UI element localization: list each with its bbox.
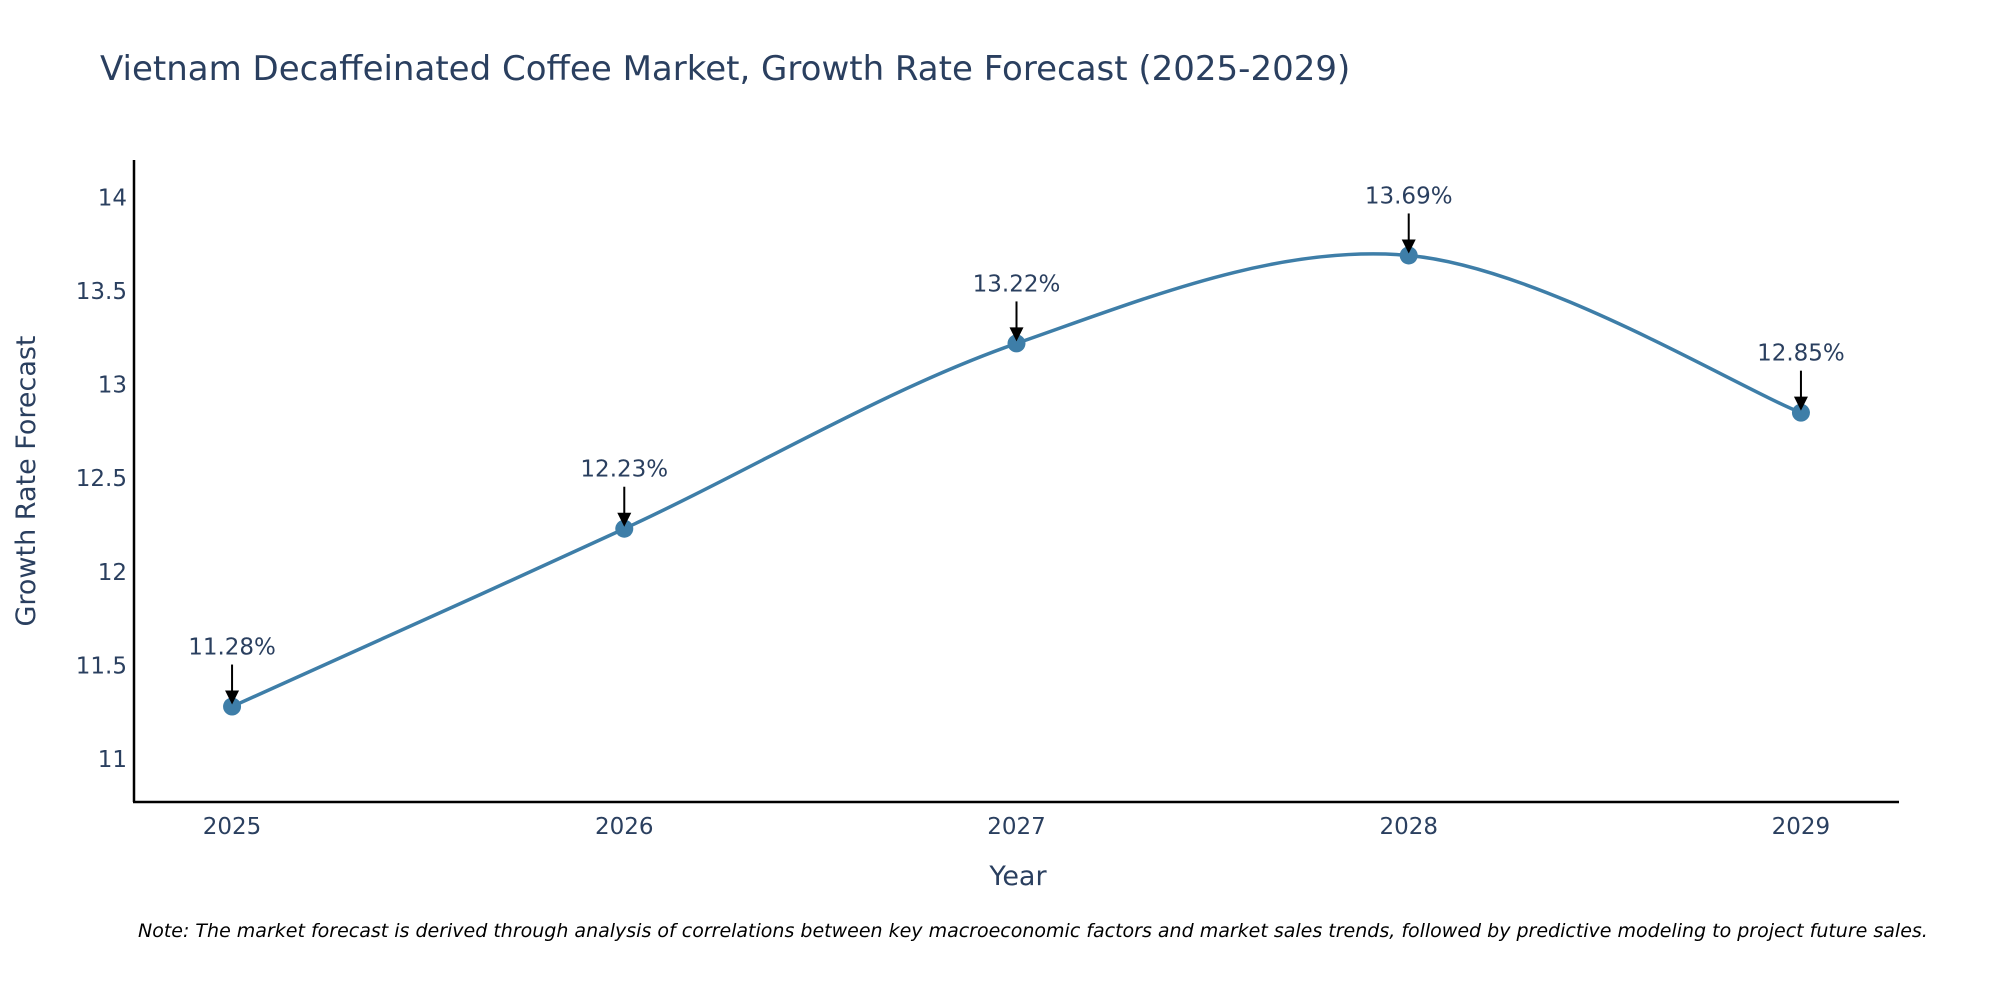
annotation-arrow-head (617, 512, 632, 527)
x-tick-label: 2028 (1379, 814, 1438, 840)
y-tick-label: 12.5 (76, 466, 127, 492)
annotation-arrow-head (1401, 239, 1416, 254)
annotation-arrow-head (225, 690, 240, 705)
y-tick-label: 12 (98, 560, 127, 586)
x-tick-label: 2025 (203, 814, 262, 840)
y-tick-label: 13 (98, 373, 127, 399)
data-label: 11.28% (188, 635, 276, 661)
y-axis-title: Growth Rate Forecast (11, 335, 42, 626)
data-point-marker (1007, 334, 1026, 353)
x-tick-label: 2029 (1772, 814, 1831, 840)
footnote: Note: The market forecast is derived thr… (138, 920, 1928, 942)
y-tick-labels: 11 11.5 12 12.5 13 13.5 14 (76, 185, 127, 773)
y-tick-label: 14 (98, 185, 127, 211)
y-tick-label: 11 (98, 747, 127, 773)
data-label: 13.69% (1365, 183, 1453, 209)
x-tick-labels: 2025 2026 2027 2028 2029 (203, 814, 1830, 840)
data-point-marker (1791, 403, 1810, 422)
data-point-marker (223, 697, 242, 716)
data-label: 13.22% (973, 271, 1061, 297)
data-point-marker (615, 519, 634, 538)
chart-title: Vietnam Decaffeinated Coffee Market, Gro… (100, 49, 1350, 89)
x-tick-label: 2027 (987, 814, 1046, 840)
y-tick-label: 13.5 (76, 279, 127, 305)
data-point-marker (1399, 246, 1418, 265)
y-tick-label: 11.5 (76, 653, 127, 679)
x-axis-title: Year (988, 861, 1047, 892)
annotation-arrow-head (1009, 327, 1024, 342)
annotation-arrow-head (1793, 396, 1808, 411)
data-label: 12.85% (1757, 341, 1845, 367)
series-markers (223, 246, 1810, 716)
data-label-annotations: 11.28% 12.23% 13.22% 13.69% 12.85% (188, 183, 1845, 705)
x-tick-label: 2026 (595, 814, 654, 840)
data-label: 12.23% (580, 457, 668, 483)
